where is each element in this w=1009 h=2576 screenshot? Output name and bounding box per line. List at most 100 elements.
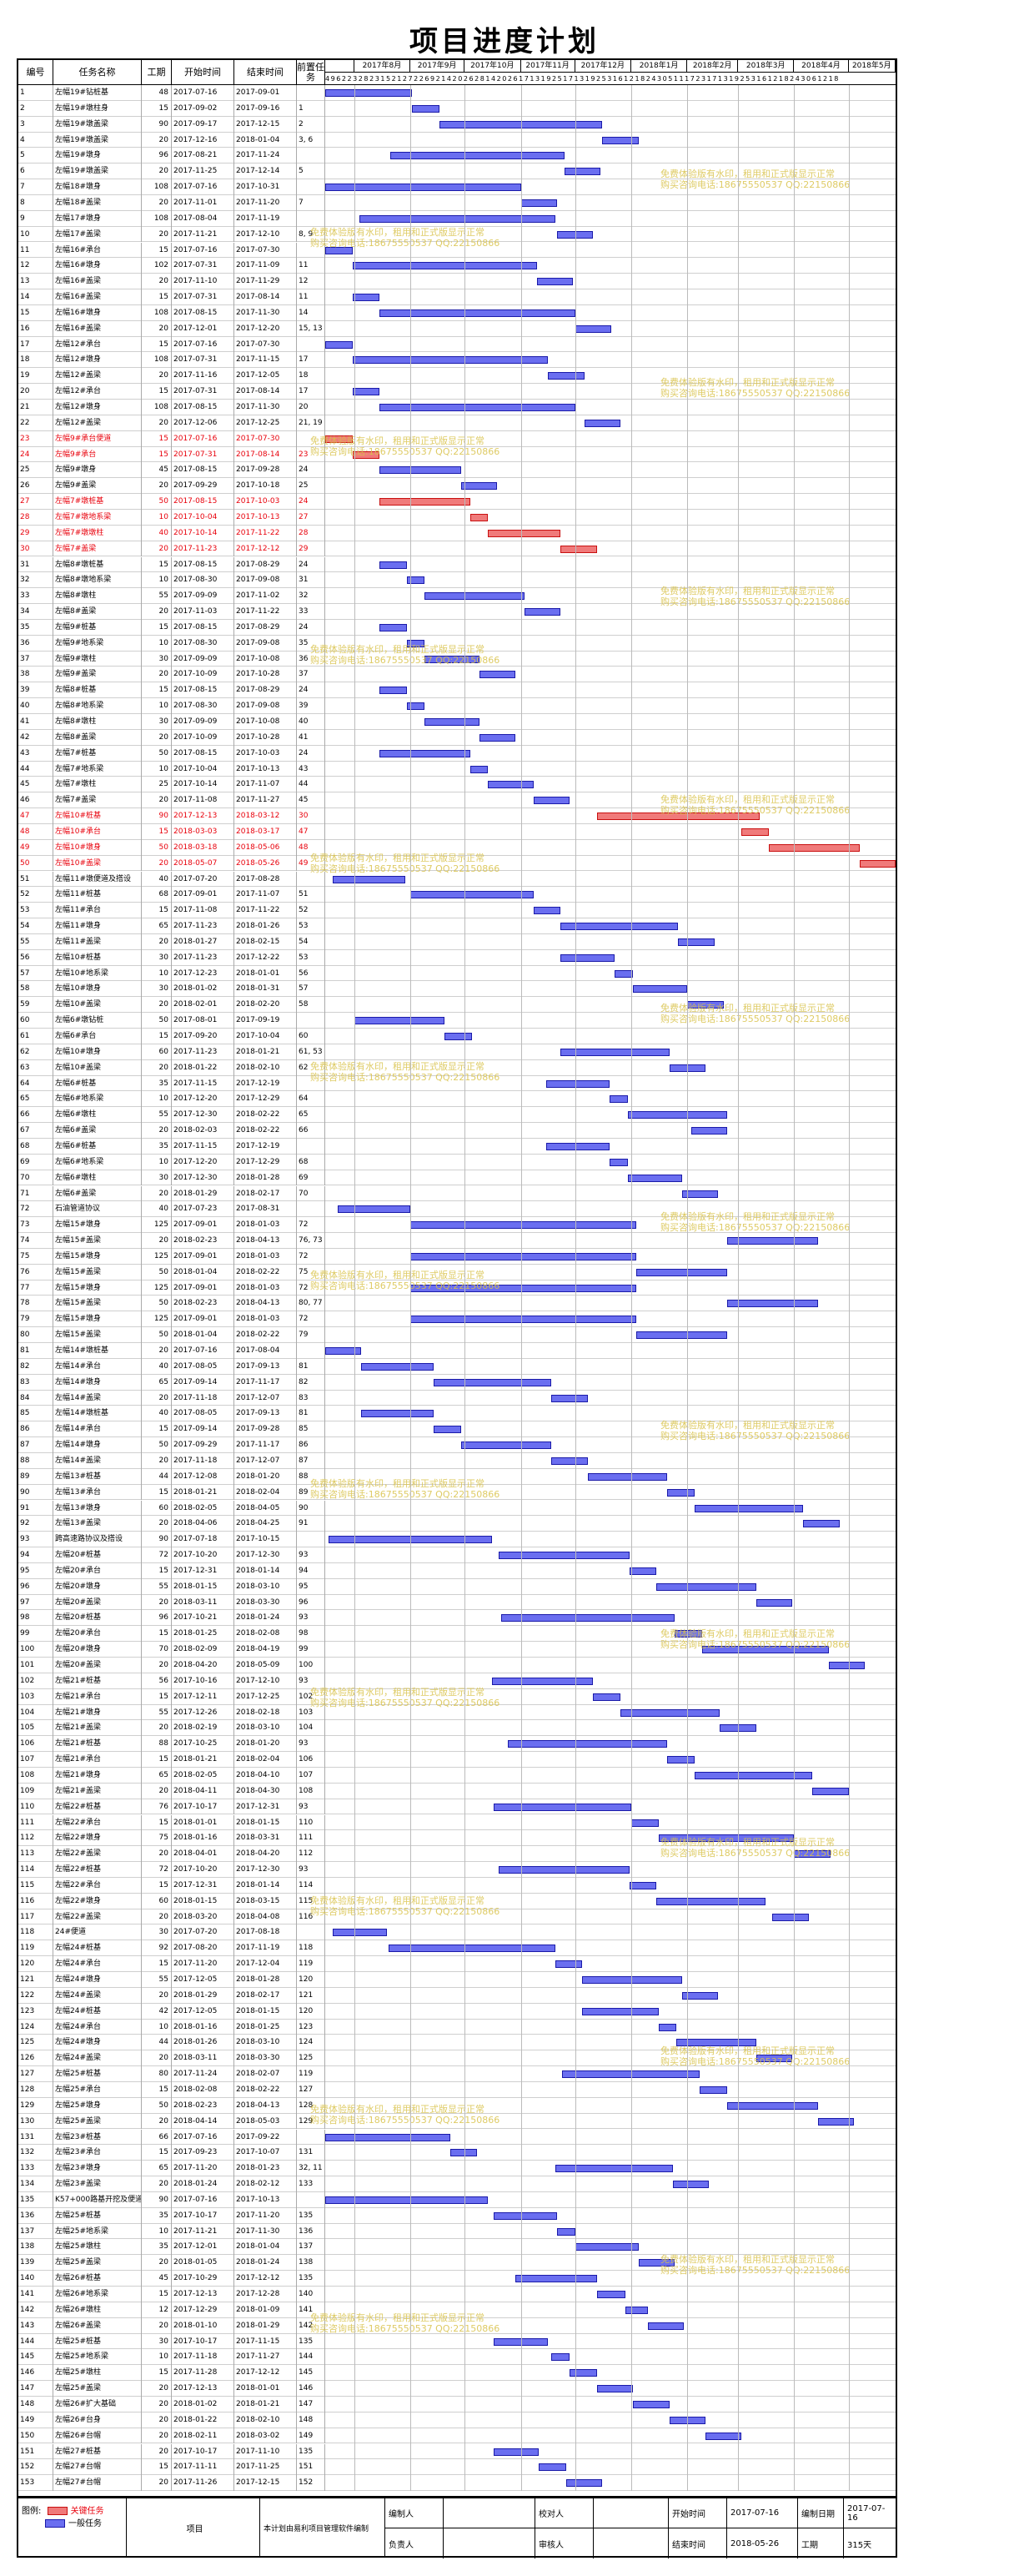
gantt-bar[interactable] (379, 561, 407, 569)
gantt-bar[interactable] (551, 1457, 588, 1465)
gantt-bar[interactable] (560, 953, 615, 962)
gantt-bar[interactable] (741, 828, 769, 836)
gantt-bar[interactable] (460, 1441, 552, 1450)
gantt-bar[interactable] (406, 639, 425, 647)
gantt-bar[interactable] (325, 340, 353, 349)
gantt-bar[interactable] (633, 2400, 670, 2408)
task-row[interactable]: 50 左幅10#盖梁 20 2018-05-07 2018-05-26 49 (18, 855, 896, 872)
task-row[interactable]: 125 左幅24#墩身 44 2018-01-26 2018-03-10 124 (18, 2035, 896, 2051)
task-row[interactable]: 11 左幅16#承台 15 2017-07-16 2017-07-30 (18, 242, 896, 259)
gantt-bar[interactable] (629, 1881, 657, 1889)
gantt-bar[interactable] (352, 450, 380, 459)
task-row[interactable]: 117 左幅22#盖梁 20 2018-03-20 2018-04-08 116 (18, 1909, 896, 1925)
task-row[interactable]: 96 左幅20#墩身 55 2018-01-15 2018-03-10 95 (18, 1578, 896, 1595)
gantt-bar[interactable] (560, 545, 597, 553)
task-row[interactable]: 146 左幅25#墩柱 15 2017-11-28 2017-12-12 145 (18, 2365, 896, 2382)
task-row[interactable]: 136 左幅25#桩基 35 2017-10-17 2017-11-20 135 (18, 2207, 896, 2224)
gantt-bar[interactable] (390, 152, 565, 160)
gantt-bar[interactable] (325, 1347, 362, 1355)
task-row[interactable]: 105 左幅21#盖梁 20 2018-02-19 2018-03-10 104 (18, 1720, 896, 1737)
task-row[interactable]: 109 左幅21#盖梁 20 2018-04-11 2018-04-30 108 (18, 1783, 896, 1799)
gantt-bar[interactable] (647, 2322, 684, 2330)
task-row[interactable]: 15 左幅16#墩身 108 2017-08-15 2017-11-30 14 (18, 304, 896, 321)
gantt-bar[interactable] (593, 1693, 620, 1701)
gantt-bar[interactable] (379, 749, 470, 757)
task-row[interactable]: 59 左幅10#盖梁 20 2018-02-01 2018-02-20 58 (18, 997, 896, 1014)
task-row[interactable]: 67 左幅6#盖梁 20 2018-02-03 2018-02-22 66 (18, 1123, 896, 1139)
gantt-bar[interactable] (690, 1127, 728, 1135)
task-row[interactable]: 39 左幅8#桩基 15 2017-08-15 2017-08-29 24 (18, 682, 896, 699)
gantt-bar[interactable] (575, 325, 612, 333)
task-row[interactable]: 131 左幅23#桩基 66 2017-07-16 2017-09-22 (18, 2129, 896, 2146)
task-row[interactable]: 26 左幅9#盖梁 20 2017-09-29 2017-10-18 25 (18, 478, 896, 495)
task-row[interactable]: 20 左幅12#承台 15 2017-07-31 2017-08-14 17 (18, 384, 896, 400)
gantt-bar[interactable] (633, 985, 688, 994)
gantt-bar[interactable] (812, 1787, 849, 1795)
task-row[interactable]: 148 左幅26#扩大基础 20 2018-01-02 2018-01-21 147 (18, 2396, 896, 2412)
task-row[interactable]: 78 左幅15#盖梁 50 2018-02-23 2018-04-13 80, 77 (18, 1296, 896, 1312)
gantt-bar[interactable] (701, 1646, 829, 1654)
task-row[interactable]: 4 左幅19#墩盖梁 20 2017-12-16 2018-01-04 3, 6 (18, 132, 896, 148)
task-row[interactable]: 97 左幅20#盖梁 20 2018-03-11 2018-03-30 96 (18, 1594, 896, 1611)
task-row[interactable]: 68 左幅6#桩基 35 2017-11-15 2017-12-19 (18, 1138, 896, 1155)
task-row[interactable]: 62 左幅10#墩身 60 2017-11-23 2018-01-21 61, 53 (18, 1044, 896, 1060)
task-row[interactable]: 141 左幅26#地系梁 15 2017-12-13 2017-12-28 140 (18, 2287, 896, 2302)
task-row[interactable]: 45 左幅7#墩柱 25 2017-10-14 2017-11-07 44 (18, 777, 896, 793)
task-row[interactable]: 36 左幅9#地系梁 10 2017-08-30 2017-09-08 35 (18, 635, 896, 652)
task-row[interactable]: 54 左幅11#墩身 65 2017-11-23 2018-01-26 53 (18, 918, 896, 934)
gantt-bar[interactable] (524, 608, 561, 616)
task-row[interactable]: 57 左幅10#地系梁 10 2017-12-23 2018-01-01 56 (18, 965, 896, 982)
task-row[interactable]: 28 左幅7#墩地系梁 10 2017-10-04 2017-10-13 27 (18, 509, 896, 526)
task-row[interactable]: 47 左幅10#桩基 90 2017-12-13 2018-03-12 30 (18, 808, 896, 824)
gantt-bar[interactable] (627, 1174, 682, 1182)
task-row[interactable]: 151 左幅27#桩基 20 2017-10-17 2017-11-10 135 (18, 2443, 896, 2460)
task-row[interactable]: 135K57+000路基开挖及便道修建902017-07-162017-10-1… (18, 2191, 896, 2208)
gantt-bar[interactable] (329, 1536, 492, 1544)
task-row[interactable]: 22 左幅12#盖梁 20 2017-12-06 2017-12-25 21, 19 (18, 415, 896, 431)
gantt-bar[interactable] (565, 2479, 603, 2488)
gantt-bar[interactable] (769, 843, 860, 852)
gantt-bar[interactable] (636, 1268, 728, 1276)
gantt-bar[interactable] (412, 104, 439, 113)
task-row[interactable]: 147 左幅25#盖梁 20 2017-12-13 2018-01-01 146 (18, 2381, 896, 2397)
gantt-bar[interactable] (410, 891, 534, 899)
task-row[interactable]: 79 左幅15#墩身 125 2017-09-01 2018-01-03 72 (18, 1311, 896, 1328)
task-row[interactable]: 137 左幅25#地系梁 10 2017-11-21 2017-11-30 136 (18, 2223, 896, 2240)
gantt-bar[interactable] (325, 246, 353, 254)
gantt-bar[interactable] (609, 1095, 628, 1104)
task-row[interactable]: 29 左幅7#墩墩柱 40 2017-10-14 2017-11-22 28 (18, 525, 896, 541)
task-row[interactable]: 51 左幅11#墩便道及搭设 40 2017-07-20 2017-08-28 (18, 871, 896, 888)
task-row[interactable]: 24 左幅9#承台 15 2017-07-31 2017-08-14 23 (18, 446, 896, 463)
task-row[interactable]: 100 左幅20#墩身 70 2018-02-09 2018-04-19 99 (18, 1642, 896, 1658)
gantt-bar[interactable] (582, 1976, 682, 1984)
task-row[interactable]: 2 左幅19#墩柱身 15 2017-09-02 2017-09-16 1 (18, 100, 896, 117)
gantt-bar[interactable] (656, 1582, 756, 1591)
gantt-bar[interactable] (772, 1913, 809, 1921)
task-row[interactable]: 120 左幅24#承台 15 2017-11-20 2017-12-04 119 (18, 1956, 896, 1972)
gantt-bar[interactable] (755, 1598, 793, 1607)
task-row[interactable]: 102 左幅21#桩基 56 2017-10-16 2017-12-10 93 (18, 1673, 896, 1689)
gantt-bar[interactable] (630, 1819, 659, 1827)
task-row[interactable]: 145 左幅25#地系梁 10 2017-11-18 2017-11-27 144 (18, 2349, 896, 2366)
task-row[interactable]: 7 左幅18#墩身 108 2017-07-16 2017-10-31 (18, 179, 896, 195)
gantt-bar[interactable] (352, 294, 380, 302)
task-row[interactable]: 16 左幅16#盖梁 20 2017-12-01 2017-12-20 15, 13 (18, 320, 896, 337)
gantt-bar[interactable] (444, 1033, 472, 1040)
task-row[interactable]: 149 左幅26#台身 20 2018-01-22 2018-02-10 148 (18, 2412, 896, 2428)
gantt-bar[interactable] (515, 2275, 597, 2283)
gantt-bar[interactable] (406, 576, 425, 585)
gantt-bar[interactable] (727, 1237, 818, 1245)
gantt-bar[interactable] (560, 923, 679, 931)
task-row[interactable]: 98 左幅20#桩基 96 2017-10-21 2018-01-24 93 (18, 1610, 896, 1627)
task-row[interactable]: 121 左幅24#墩身 55 2017-12-05 2018-01-28 120 (18, 1972, 896, 1988)
gantt-bar[interactable] (556, 2227, 575, 2236)
task-row[interactable]: 88 左幅14#盖梁 20 2017-11-18 2017-12-07 87 (18, 1452, 896, 1469)
gantt-bar[interactable] (460, 482, 498, 491)
gantt-bar[interactable] (488, 529, 561, 537)
gantt-bar[interactable] (424, 718, 479, 726)
gantt-bar[interactable] (669, 2416, 705, 2424)
task-row[interactable]: 49 左幅10#墩身 50 2018-03-18 2018-05-06 48 (18, 839, 896, 856)
gantt-bar[interactable] (828, 1662, 866, 1669)
gantt-bar[interactable] (493, 1803, 631, 1811)
gantt-bar[interactable] (638, 2259, 675, 2267)
